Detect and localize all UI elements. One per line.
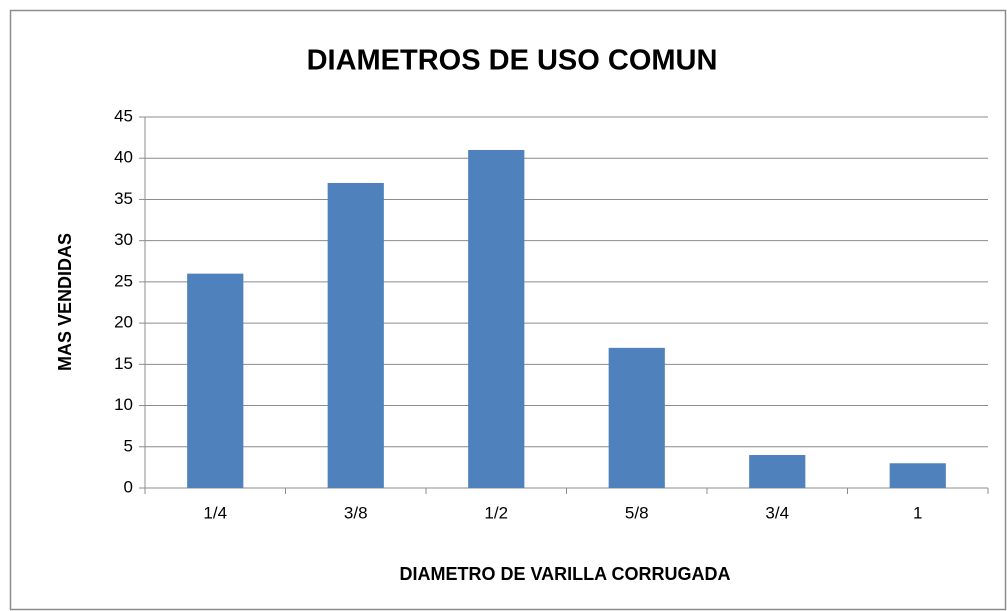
bar bbox=[468, 149, 525, 488]
y-tick-label: 20 bbox=[114, 313, 133, 332]
bar bbox=[889, 463, 946, 488]
x-axis-title: DIAMETRO DE VARILLA CORRUGADA bbox=[400, 564, 731, 584]
bar bbox=[187, 273, 244, 488]
y-tick-label: 10 bbox=[114, 395, 133, 414]
y-tick-label: 45 bbox=[114, 106, 133, 125]
y-tick-label: 40 bbox=[114, 148, 133, 167]
x-tick-label: 3/4 bbox=[765, 503, 789, 522]
x-tick-label: 1/2 bbox=[484, 503, 508, 522]
x-tick-label: 1/4 bbox=[203, 503, 227, 522]
x-tick-label: 3/8 bbox=[344, 503, 368, 522]
y-tick-label: 0 bbox=[124, 477, 133, 496]
y-tick-label: 30 bbox=[114, 230, 133, 249]
y-tick-label: 5 bbox=[124, 436, 133, 455]
y-axis-title: MAS VENDIDAS bbox=[55, 233, 75, 371]
y-tick-label: 25 bbox=[114, 271, 133, 290]
x-tick-label: 1 bbox=[913, 503, 922, 522]
y-tick-label: 35 bbox=[114, 189, 133, 208]
x-tick-label: 5/8 bbox=[625, 503, 649, 522]
chart-title: DIAMETROS DE USO COMUN bbox=[307, 45, 718, 77]
bar bbox=[327, 182, 384, 488]
bar bbox=[749, 455, 806, 488]
bar bbox=[608, 347, 665, 488]
y-tick-label: 15 bbox=[114, 354, 133, 373]
